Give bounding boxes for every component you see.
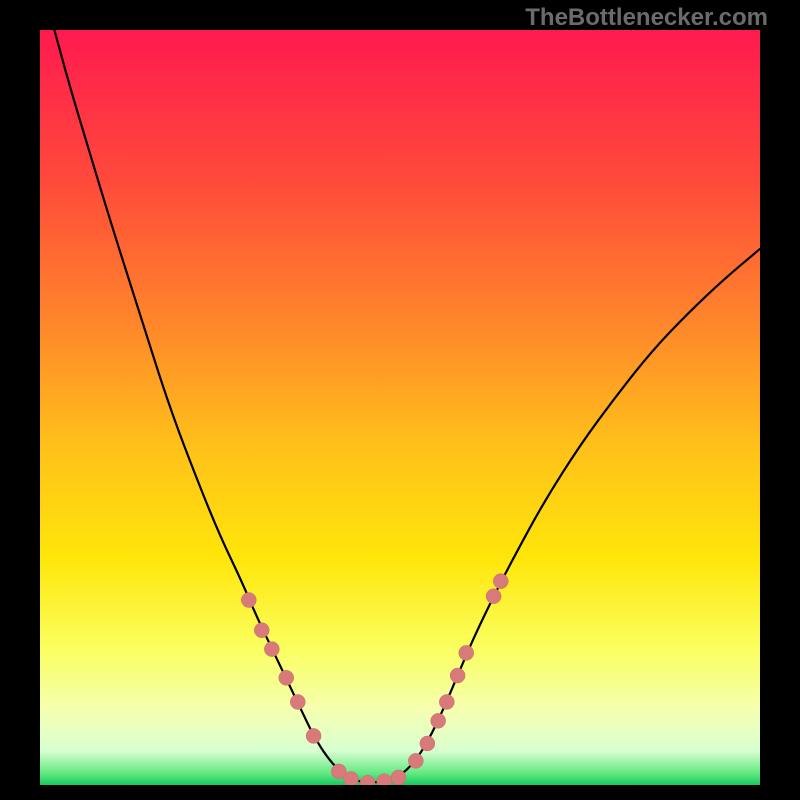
curve-marker: [391, 770, 406, 785]
curve-marker: [344, 771, 359, 785]
chart-stage: { "canvas": { "width": 800, "height": 80…: [0, 0, 800, 800]
curve-marker: [493, 574, 508, 589]
curve-marker: [241, 593, 256, 608]
watermark-text: TheBottlenecker.com: [525, 4, 768, 32]
curve-marker: [264, 642, 279, 657]
curve-marker: [420, 736, 435, 751]
curve-marker: [290, 694, 305, 709]
curve-marker: [279, 670, 294, 685]
curve-marker: [450, 668, 465, 683]
bottleneck-curve-chart: [40, 30, 760, 785]
curve-marker: [254, 623, 269, 638]
chart-background: [40, 30, 760, 785]
curve-marker: [408, 753, 423, 768]
curve-marker: [459, 645, 474, 660]
curve-marker: [306, 728, 321, 743]
curve-marker: [431, 713, 446, 728]
curve-marker: [439, 694, 454, 709]
curve-marker: [486, 589, 501, 604]
